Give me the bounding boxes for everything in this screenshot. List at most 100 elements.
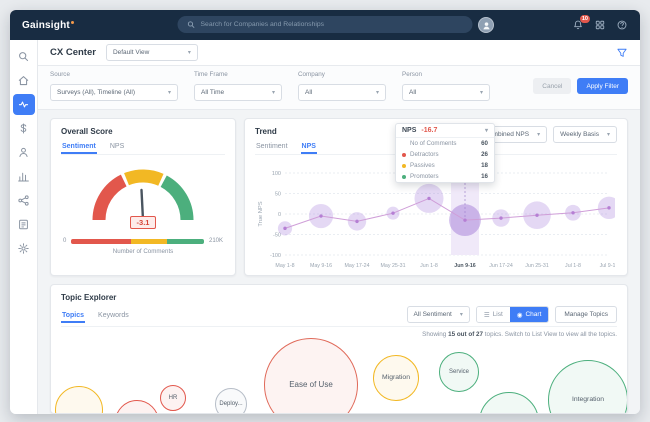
tab-topics[interactable]: Topics [61, 309, 85, 323]
nps-point[interactable] [571, 211, 575, 215]
gainsight-logo[interactable]: Gainsight [22, 20, 74, 31]
tooltip-metric: NPS [402, 127, 417, 134]
app-window: Gainsight 10 [10, 10, 640, 414]
cancel-button[interactable]: Cancel [533, 78, 572, 94]
tab-nps[interactable]: NPS [109, 143, 125, 150]
topic-label: Ease of Use [289, 380, 333, 390]
nps-point[interactable] [319, 214, 323, 218]
home-icon [18, 76, 29, 86]
scale-caption: Number of Comments [112, 248, 174, 255]
tab-sentiment[interactable]: Sentiment [256, 143, 288, 150]
user-avatar[interactable] [478, 17, 494, 33]
tooltip-row-label: Detractors [410, 151, 439, 158]
tab-sentiment[interactable]: Sentiment [61, 140, 97, 154]
nps-point[interactable] [283, 226, 287, 231]
x-tick-label: Jul 1-8 [565, 263, 581, 269]
topic-bubble[interactable]: Engagement [479, 392, 539, 413]
sidebar-item-reports[interactable] [13, 166, 35, 187]
person-filter-select[interactable]: All ▾ [402, 84, 490, 101]
list-view-button[interactable]: ☰ List [476, 307, 510, 322]
chevron-down-icon: ▾ [606, 132, 610, 138]
weekly-basis-value: Weekly Basis [560, 131, 599, 138]
topic-bubble[interactable]: HR [160, 385, 186, 411]
share-network-icon [18, 195, 29, 206]
weekly-basis-select[interactable]: Weekly Basis ▾ [553, 126, 617, 143]
x-tick-label: May 1-8 [275, 263, 294, 269]
chevron-down-icon: ▾ [187, 50, 191, 56]
topic-bubble[interactable]: Leaves [115, 400, 159, 413]
apply-filter-button[interactable]: Apply Filter [577, 78, 628, 94]
filter-label: Company [298, 71, 325, 78]
showing-suffix: topics. Switch to List View to view all … [483, 331, 617, 338]
topic-bubble[interactable]: Migration [373, 355, 419, 401]
notifications-button[interactable]: 10 [572, 15, 590, 31]
topic-label: HR [168, 394, 178, 401]
topic-bubble[interactable]: Deploy... [215, 388, 247, 413]
sidebar-item-cx-center[interactable] [12, 94, 35, 115]
topic-bubble[interactable]: Service [439, 352, 479, 392]
person-icon [19, 147, 28, 158]
nps-point[interactable] [355, 219, 359, 224]
search-input[interactable] [200, 21, 464, 28]
tab-keywords[interactable]: Keywords [98, 312, 129, 319]
legend-dot-icon [402, 174, 406, 179]
nps-point[interactable] [463, 218, 467, 222]
showing-topics-text: Showing 15 out of 27 topics. Switch to L… [61, 331, 617, 338]
tab-nps[interactable]: NPS [301, 140, 317, 154]
filter-value: All [409, 89, 417, 96]
chart-view-button[interactable]: ◉ Chart [509, 307, 549, 322]
top-cards-row: Overall Score Sentiment NPS [38, 110, 640, 276]
filter-toggle-button[interactable] [616, 47, 628, 59]
sidebar-item-people[interactable] [13, 142, 35, 163]
company-filter-select[interactable]: All ▾ [298, 84, 386, 101]
timeframe-filter-select[interactable]: All Time ▾ [194, 84, 282, 101]
apps-button[interactable] [594, 19, 606, 31]
y-tick-label: -100 [270, 253, 281, 259]
manage-topics-button[interactable]: Manage Topics [555, 306, 617, 323]
help-button[interactable] [616, 19, 628, 31]
overall-score-title: Overall Score [61, 127, 113, 136]
x-tick-label: Jul 9-16 [600, 263, 615, 269]
trend-card: Trend Combined NPS ▾ Weekly Basis ▾ Sent… [244, 118, 628, 276]
topic-bubble[interactable]: Ease of Use [264, 338, 358, 413]
funnel-icon [617, 48, 627, 57]
nps-point[interactable] [607, 206, 611, 210]
chart-view-label: Chart [525, 311, 542, 318]
comments-scale: 0 210K [61, 238, 225, 244]
sidebar-item-revenue[interactable] [13, 118, 35, 139]
tooltip-row-label: Passives [410, 162, 435, 169]
global-search[interactable] [177, 16, 473, 33]
sentiment-filter-select[interactable]: All Sentiment ▾ [406, 306, 470, 323]
sidebar-item-timeline[interactable] [13, 214, 35, 235]
tooltip-row-label: No of Comments [410, 140, 457, 147]
pulse-icon [18, 101, 29, 108]
view-selector[interactable]: Default View ▾ [105, 44, 198, 61]
tooltip-row-value: 16 [481, 173, 488, 180]
view-selector-value: Default View [112, 49, 150, 56]
tooltip-row: Detractors 26 [396, 149, 494, 160]
page-title: CX Center [50, 47, 96, 58]
filter-value: All [305, 89, 313, 96]
source-filter-select[interactable]: Surveys (All), Timeline (All) ▾ [50, 84, 178, 101]
tooltip-header[interactable]: NPS -16.7 ▾ [396, 124, 494, 138]
topic-label: Service [448, 368, 469, 375]
filter-label: Person [402, 71, 422, 78]
sidebar-item-search[interactable] [13, 46, 35, 67]
topic-explorer-toolbar: Topics Keywords All Sentiment ▾ ☰ List [61, 306, 617, 327]
nps-point[interactable] [499, 216, 503, 220]
showing-prefix: Showing [422, 331, 449, 338]
sidebar-item-home[interactable] [13, 70, 35, 91]
nps-point[interactable] [391, 211, 395, 215]
person-icon [482, 21, 490, 29]
topic-bubble[interactable]: Integration [548, 360, 627, 413]
y-tick-label: -50 [273, 233, 281, 239]
sidebar-item-network[interactable] [13, 190, 35, 211]
chevron-down-icon: ▾ [479, 90, 483, 96]
trend-plot-svg: 100 50 0 -50 -100 May 1-8 May 9-16 May 17-24 May… [258, 167, 621, 269]
topic-bubble[interactable] [55, 386, 103, 413]
nps-point[interactable] [427, 196, 431, 201]
y-tick-label: 0 [278, 212, 281, 218]
chevron-down-icon: ▾ [375, 90, 379, 96]
sidebar-item-settings[interactable] [13, 238, 35, 259]
nps-point[interactable] [535, 213, 539, 217]
